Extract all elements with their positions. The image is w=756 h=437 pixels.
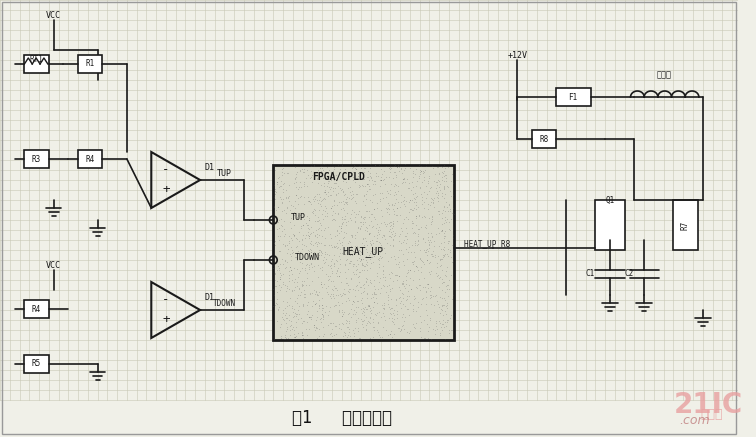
Text: 21IC: 21IC [674, 391, 742, 419]
Text: +12V: +12V [507, 51, 528, 59]
Text: TUP: TUP [291, 214, 306, 222]
Text: R8: R8 [539, 135, 548, 143]
Text: 加热器: 加热器 [656, 70, 671, 80]
Text: TUP: TUP [217, 170, 232, 178]
Bar [532, 130, 556, 148]
Bar [24, 150, 49, 168]
Text: .com: .com [680, 413, 710, 427]
Text: HEAT_UP: HEAT_UP [342, 246, 383, 257]
Text: R1: R1 [85, 59, 94, 69]
Bar [674, 200, 698, 250]
Text: D1: D1 [205, 294, 215, 302]
Text: -: - [163, 294, 169, 306]
Text: FPGA/CPLD: FPGA/CPLD [312, 172, 365, 182]
Text: TDOWN: TDOWN [295, 253, 320, 263]
Text: R7: R7 [680, 220, 689, 229]
Bar [274, 165, 454, 340]
Bar [24, 55, 49, 73]
Text: -: - [163, 163, 169, 177]
Text: C2: C2 [625, 270, 634, 278]
Text: RT1: RT1 [29, 55, 43, 65]
Text: R5: R5 [32, 360, 41, 368]
Bar [78, 150, 103, 168]
Text: HEAT_UP R8: HEAT_UP R8 [463, 239, 510, 249]
Bar [24, 355, 49, 373]
Text: +: + [163, 184, 169, 197]
Text: D1: D1 [205, 163, 215, 173]
Bar [78, 55, 103, 73]
Text: VCC: VCC [46, 10, 61, 20]
Text: 图1   加热电路图: 图1 加热电路图 [292, 409, 392, 427]
Bar [556, 88, 590, 106]
Text: C1: C1 [586, 270, 595, 278]
Text: R4: R4 [85, 155, 94, 163]
Text: VCC: VCC [46, 260, 61, 270]
Text: Q1: Q1 [606, 195, 615, 205]
Text: 电子网: 电子网 [701, 409, 723, 422]
Text: F1: F1 [569, 93, 578, 101]
Text: R4: R4 [32, 305, 41, 313]
Text: R3: R3 [32, 155, 41, 163]
Text: +: + [163, 313, 169, 326]
Bar [24, 300, 49, 318]
Bar [596, 200, 624, 250]
Text: TDOWN: TDOWN [213, 299, 236, 309]
